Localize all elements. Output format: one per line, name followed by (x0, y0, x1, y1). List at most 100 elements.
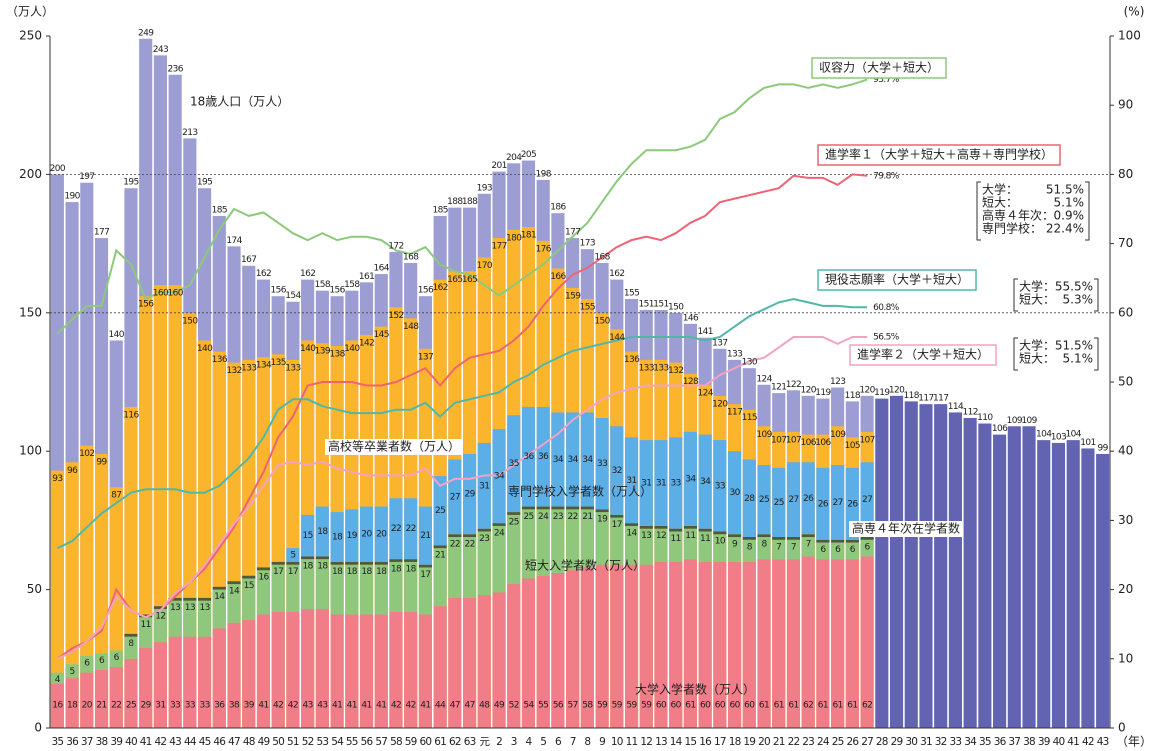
bar-segment (286, 561, 300, 565)
senmon-label: 25 (759, 495, 769, 505)
end-label: 60.8% (873, 303, 900, 313)
note-label: 高専４年次： (982, 208, 1054, 223)
bar-segment (330, 512, 344, 562)
bar-segment (536, 506, 550, 510)
pop-label: 156 (329, 286, 345, 296)
bar-segment (315, 608, 329, 728)
jc-label: 18 (347, 567, 358, 577)
univ-label: 36 (214, 701, 225, 711)
jc-label: 8 (747, 542, 753, 552)
bar-segment (65, 664, 79, 679)
bar-segment (492, 523, 506, 526)
bar-segment (669, 437, 683, 529)
x-tick-label: 40 (1053, 736, 1065, 748)
bar-segment (639, 564, 653, 728)
bar (919, 404, 933, 728)
x-tick-label: 19 (743, 736, 755, 748)
grad-label: 120 (712, 399, 728, 409)
univ-label: 33 (185, 701, 195, 711)
bar-segment (242, 578, 256, 621)
jc-label: 6 (865, 542, 871, 552)
y-tick-label: 200 (19, 167, 42, 181)
bar-segment (595, 509, 609, 513)
line-label-box (817, 144, 1061, 166)
bar (1081, 448, 1095, 728)
x-tick-label: 61 (434, 736, 446, 748)
grad-label: 133 (639, 363, 654, 373)
univ-label: 43 (303, 701, 313, 711)
jc-label: 6 (850, 545, 856, 555)
pop-label: 114 (948, 402, 964, 412)
jc-label: 25 (523, 512, 533, 522)
univ-label: 60 (656, 701, 667, 711)
x-axis-label: （年） (1116, 735, 1152, 749)
bar-segment (639, 440, 653, 526)
univ-label: 42 (288, 701, 298, 711)
senmon-label: 27 (788, 495, 798, 505)
senmon-label: 31 (626, 476, 636, 486)
bar-segment (551, 572, 565, 728)
bar-segment (389, 561, 403, 612)
bar-segment (507, 584, 521, 728)
jc-label: 18 (361, 567, 372, 577)
x-tick-label: 50 (272, 736, 284, 748)
bar-segment (301, 559, 315, 609)
grad-label: 165 (447, 275, 462, 285)
univ-label: 41 (420, 701, 430, 711)
bar-segment (728, 561, 742, 728)
grad-label: 177 (491, 242, 506, 252)
univ-label: 61 (774, 701, 784, 711)
pop-label: 188 (462, 197, 478, 207)
pop-label: 249 (138, 28, 154, 38)
x-tick-label: 57 (375, 736, 387, 748)
bar-segment (610, 514, 624, 518)
bar-segment (389, 611, 403, 728)
jc-label: 6 (99, 656, 105, 666)
jc-label: 13 (185, 603, 195, 613)
bar-segment (477, 528, 491, 532)
line-label-box (811, 57, 947, 79)
x-tick-label: 21 (773, 736, 785, 748)
bar-segment (521, 578, 536, 728)
bar-segment (448, 537, 462, 598)
bar-segment (654, 525, 668, 529)
pop-label: 109 (1021, 416, 1037, 426)
pop-label: 213 (182, 128, 197, 138)
pop-label: 162 (300, 269, 315, 279)
bar-segment (683, 559, 697, 728)
bar-segment (595, 417, 609, 510)
x-tick-label: 58 (390, 736, 402, 748)
senmon-label: 18 (317, 527, 328, 537)
bar-segment (683, 528, 697, 560)
bar-segment (772, 537, 786, 540)
pop-label: 173 (580, 239, 595, 249)
bar-segment (124, 636, 138, 659)
jc-label: 5 (70, 667, 75, 677)
univ-label: 59 (612, 701, 623, 711)
jc-label: 18 (332, 567, 343, 577)
bar-segment (742, 459, 756, 538)
bar-segment (728, 537, 742, 562)
jc-label: 7 (791, 542, 796, 552)
jc-label: 18 (391, 564, 402, 574)
grad-label: 115 (742, 413, 757, 423)
bar-segment (669, 561, 683, 728)
bar-segment (153, 642, 167, 728)
y2-tick-label: 50 (1118, 375, 1133, 389)
x-tick-label: 42 (155, 736, 167, 748)
bar-segment (831, 539, 845, 543)
bar-segment (639, 528, 653, 565)
bar-segment (448, 597, 462, 728)
bar (934, 404, 948, 728)
y-tick-label: 50 (27, 582, 42, 596)
y-tick-label: 0 (34, 721, 42, 735)
grad-label: 150 (594, 316, 610, 326)
note-value: 55.5% (1055, 280, 1093, 294)
bar-segment (831, 465, 845, 540)
bar-segment (433, 548, 447, 607)
bar-segment (757, 465, 771, 535)
x-tick-label: 35 (979, 736, 991, 748)
jc-label: 25 (509, 517, 519, 527)
bar-segment (256, 567, 271, 571)
senmon-label: 31 (641, 479, 651, 489)
